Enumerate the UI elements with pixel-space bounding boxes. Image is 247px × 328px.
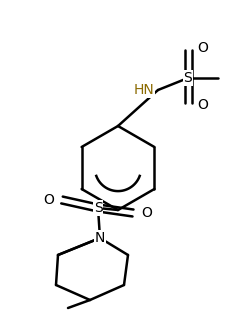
Text: S: S: [184, 71, 192, 85]
Text: O: O: [141, 206, 152, 220]
Text: S: S: [94, 201, 102, 215]
Text: HN: HN: [133, 83, 154, 97]
Text: N: N: [95, 231, 105, 245]
Text: O: O: [197, 41, 208, 55]
Text: O: O: [197, 98, 208, 112]
Text: O: O: [43, 193, 54, 207]
